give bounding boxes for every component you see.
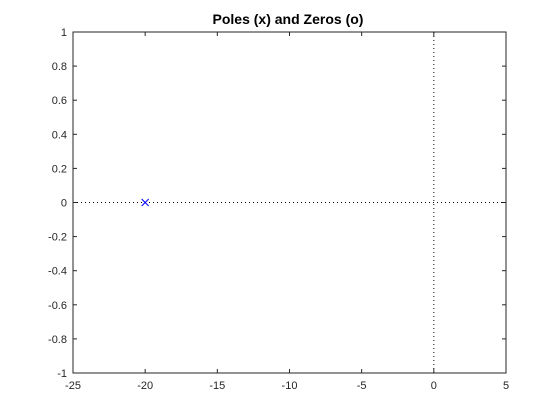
y-tick-label: -0.4 [48,266,67,278]
x-tick-label: -10 [282,380,298,392]
y-tick-label: 0.8 [52,61,67,73]
data-marks [141,198,150,207]
y-tick-label: -0.6 [48,300,67,312]
axes [72,31,507,374]
y-tick-label: 0.6 [52,95,67,107]
pole-marker [141,198,150,207]
x-tick-label: -5 [357,380,367,392]
y-tick-label: 0.2 [52,163,67,175]
tick-labels: -25 -20 -15 -10 -5 0 5 -1 -0.8 -0.6 -0.4 -0.2 0 0.2 0.… [48,27,509,392]
reference-lines [73,32,506,373]
x-tick-label: 0 [431,380,437,392]
chart-title: Poles (x) and Zeros (o) [213,11,364,27]
y-tick-label: 1 [61,27,67,39]
x-tick-label: -15 [209,380,225,392]
y-tick-label: -1 [57,368,67,380]
x-tick-label: -25 [65,380,81,392]
y-tick-label: 0 [61,198,67,210]
y-tick-label: -0.8 [48,334,67,346]
y-tick-label: -0.2 [48,232,67,244]
y-tick-label: 0.4 [52,129,67,141]
x-tick-label: 5 [503,380,509,392]
x-tick-label: -20 [137,380,153,392]
